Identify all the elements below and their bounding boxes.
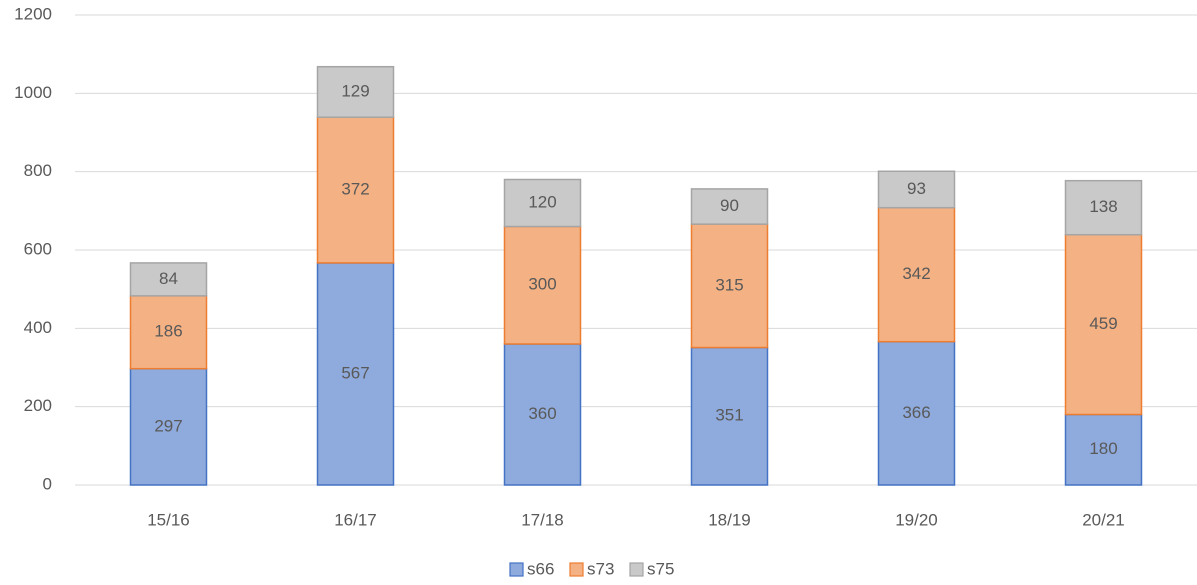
x-tick-label: 16/17: [334, 510, 377, 529]
data-label: 129: [341, 81, 369, 100]
data-label: 300: [528, 275, 556, 294]
data-label: 351: [715, 406, 743, 425]
x-tick-label: 15/16: [147, 510, 190, 529]
bar-segment: [1064, 179, 1143, 236]
data-label: 90: [720, 196, 739, 215]
legend-label: s66: [527, 559, 554, 578]
bar-segment: [129, 295, 208, 370]
legend-label: s75: [647, 559, 674, 578]
bar-segment: [1064, 413, 1143, 486]
data-label: 372: [341, 180, 369, 199]
y-tick-label: 800: [24, 161, 52, 180]
y-tick-label: 200: [24, 396, 52, 415]
data-label: 360: [528, 404, 556, 423]
y-tick-label: 1000: [14, 83, 52, 102]
y-tick-label: 1200: [14, 4, 52, 23]
data-label: 84: [159, 269, 178, 288]
data-label: 120: [528, 192, 556, 211]
y-tick-label: 600: [24, 239, 52, 258]
bar-segment: [877, 206, 956, 343]
bar-segment: [316, 262, 395, 486]
bar-segment: [503, 343, 582, 486]
bar-segment: [503, 178, 582, 228]
x-tick-label: 18/19: [708, 510, 751, 529]
data-label: 180: [1089, 439, 1117, 458]
legend-swatch: [629, 562, 644, 577]
bar-segment: [503, 225, 582, 345]
bar-segment: [316, 65, 395, 118]
bar-segment: [316, 116, 395, 264]
bar-segment: [690, 188, 769, 225]
data-label: 297: [154, 416, 182, 435]
legend-swatch: [569, 562, 584, 577]
x-tick-label: 20/21: [1082, 510, 1125, 529]
bar-segment: [129, 262, 208, 297]
bar-segment: [690, 346, 769, 486]
legend-label: s73: [587, 559, 614, 578]
data-label: 459: [1089, 314, 1117, 333]
data-label: 567: [341, 363, 369, 382]
bar-segment: [877, 340, 956, 486]
legend-swatch: [509, 562, 524, 577]
data-label: 315: [715, 275, 743, 294]
data-label: 138: [1089, 197, 1117, 216]
bar-segment: [129, 367, 208, 486]
data-label: 93: [907, 179, 926, 198]
bar-segment: [1064, 233, 1143, 416]
bar-segment: [690, 223, 769, 349]
x-tick-label: 19/20: [895, 510, 938, 529]
data-label: 366: [902, 403, 930, 422]
y-tick-label: 0: [43, 474, 52, 493]
data-label: 342: [902, 264, 930, 283]
data-label: 186: [154, 322, 182, 341]
x-tick-label: 17/18: [521, 510, 564, 529]
bar-segment: [877, 170, 956, 209]
y-tick-label: 400: [24, 318, 52, 337]
